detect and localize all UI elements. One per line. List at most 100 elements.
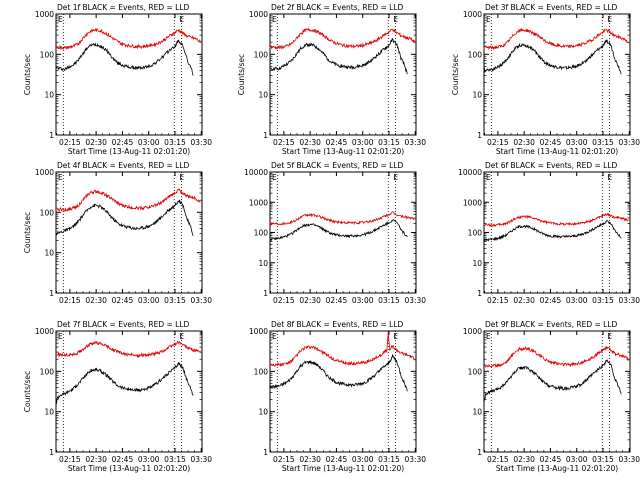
- x-axis-label: Start Time (13-Aug-11 02:01:20): [496, 147, 618, 156]
- x-tick-label: 03:00: [352, 296, 374, 305]
- flag-label: E: [272, 173, 277, 182]
- chart-panel-9: Det 9f BLACK = Events, RED = LLD E E 1 10 100…: [463, 320, 640, 473]
- plot-frame: [483, 171, 631, 294]
- x-tick-label: 03:00: [138, 296, 160, 305]
- x-tick-label: 03:15: [592, 138, 614, 147]
- y-tick-label: 1000: [35, 168, 54, 177]
- y-tick-label: 1: [263, 131, 268, 140]
- y-tick-label: 1000: [249, 327, 268, 336]
- y-tick-label: 10: [44, 249, 54, 258]
- x-tick-label: 03:30: [618, 138, 640, 147]
- x-tick-label: 02:45: [540, 138, 562, 147]
- series-line-events: [55, 39, 194, 76]
- y-tick-label: 1000: [463, 327, 482, 336]
- y-tick-label: 10: [472, 91, 482, 100]
- x-tick-label: 03:30: [618, 455, 640, 464]
- y-tick-label: 100: [468, 367, 483, 376]
- y-tick-label: 100: [254, 50, 269, 59]
- plot-frame: [55, 330, 203, 453]
- flag-label: E: [393, 173, 398, 182]
- x-tick-label: 02:30: [85, 455, 107, 464]
- x-tick-label: 03:30: [404, 455, 426, 464]
- y-axis-label: Counts/sec: [237, 54, 246, 95]
- chart-title: Det 7f BLACK = Events, RED = LLD: [57, 320, 190, 329]
- series-line-events: [483, 359, 622, 404]
- flag-label: E: [58, 15, 63, 24]
- y-tick-label: 1: [477, 131, 482, 140]
- y-tick-label: 10: [44, 408, 54, 417]
- y-tick-label: 10: [258, 259, 268, 268]
- series-line-events: [55, 362, 194, 406]
- chart-title: Det 9f BLACK = Events, RED = LLD: [485, 320, 618, 329]
- x-tick-label: 03:00: [352, 138, 374, 147]
- x-axis-label: Start Time (13-Aug-11 02:01:20): [68, 147, 190, 156]
- x-tick-label: 03:00: [352, 455, 374, 464]
- flag-label: E: [607, 15, 612, 24]
- chart-panel-4: Det 4f BLACK = Events, RED = LLD E E 1 10 100…: [23, 161, 212, 305]
- x-tick-label: 02:15: [59, 138, 81, 147]
- x-tick-label: 03:00: [566, 455, 588, 464]
- chart-panel-8: Det 8f BLACK = Events, RED = LLD E E 1 10 100…: [249, 320, 426, 473]
- flag-label: E: [58, 173, 63, 182]
- x-tick-label: 03:30: [404, 296, 426, 305]
- y-tick-label: 100: [468, 229, 483, 238]
- series-line-events: [483, 220, 622, 242]
- x-tick-label: 02:30: [299, 138, 321, 147]
- y-tick-label: 10: [472, 259, 482, 268]
- flag-label: E: [272, 15, 277, 24]
- series-line-events: [269, 219, 408, 242]
- flag-label: E: [272, 332, 277, 341]
- y-axis-label: Counts/sec: [451, 54, 460, 95]
- x-tick-label: 03:30: [190, 455, 212, 464]
- x-tick-label: 03:30: [190, 138, 212, 147]
- plot-frame: [269, 171, 417, 294]
- x-axis-label: Start Time (13-Aug-11 02:01:20): [496, 464, 618, 473]
- series-line-lld: [483, 27, 629, 51]
- x-tick-label: 02:45: [112, 296, 134, 305]
- flag-label: E: [179, 15, 184, 24]
- y-tick-label: 1: [477, 289, 482, 298]
- flag-label: E: [607, 332, 612, 341]
- chart-title: Det 1f BLACK = Events, RED = LLD: [57, 3, 190, 12]
- y-tick-label: 100: [468, 50, 483, 59]
- x-tick-label: 02:15: [273, 455, 295, 464]
- series-line-events: [269, 354, 408, 392]
- y-tick-label: 100: [40, 50, 55, 59]
- chart-panel-2: Det 2f BLACK = Events, RED = LLD E E 1 10 100…: [237, 3, 426, 156]
- series-line-events: [270, 37, 408, 75]
- y-tick-label: 1000: [463, 10, 482, 19]
- series-line-lld: [55, 28, 201, 51]
- x-tick-label: 03:00: [566, 138, 588, 147]
- chart-panel-1: Det 1f BLACK = Events, RED = LLD E E 1 10 100…: [23, 3, 212, 156]
- y-tick-label: 1: [263, 448, 268, 457]
- series-line-lld: [483, 212, 629, 227]
- y-axis-label: Counts/sec: [23, 212, 32, 253]
- x-tick-label: 03:00: [566, 296, 588, 305]
- x-tick-label: 03:15: [592, 296, 614, 305]
- x-tick-label: 02:30: [85, 138, 107, 147]
- x-tick-label: 03:15: [378, 455, 400, 464]
- chart-panel-3: Det 3f BLACK = Events, RED = LLD E E 1 10 100…: [451, 3, 640, 156]
- y-tick-label: 1000: [249, 198, 268, 207]
- y-tick-label: 1: [49, 448, 54, 457]
- x-tick-label: 02:30: [513, 138, 535, 147]
- y-tick-label: 100: [254, 367, 269, 376]
- flag-label: E: [486, 15, 491, 24]
- x-tick-label: 03:15: [378, 296, 400, 305]
- x-tick-label: 02:30: [85, 296, 107, 305]
- series-line-lld: [269, 331, 415, 367]
- flag-label: E: [486, 332, 491, 341]
- series-line-lld: [269, 27, 415, 50]
- y-tick-label: 10: [258, 91, 268, 100]
- flag-label: E: [393, 332, 398, 341]
- chart-title: Det 6f BLACK = Events, RED = LLD: [485, 161, 618, 170]
- x-tick-label: 02:30: [513, 455, 535, 464]
- flag-label: E: [486, 173, 491, 182]
- flag-label: E: [58, 332, 63, 341]
- chart-panel-7: Det 7f BLACK = Events, RED = LLD E E 1 10 100…: [23, 320, 212, 473]
- chart-title: Det 4f BLACK = Events, RED = LLD: [57, 161, 190, 170]
- x-tick-label: 02:15: [487, 455, 509, 464]
- x-tick-label: 03:15: [164, 138, 186, 147]
- y-tick-label: 10: [44, 91, 54, 100]
